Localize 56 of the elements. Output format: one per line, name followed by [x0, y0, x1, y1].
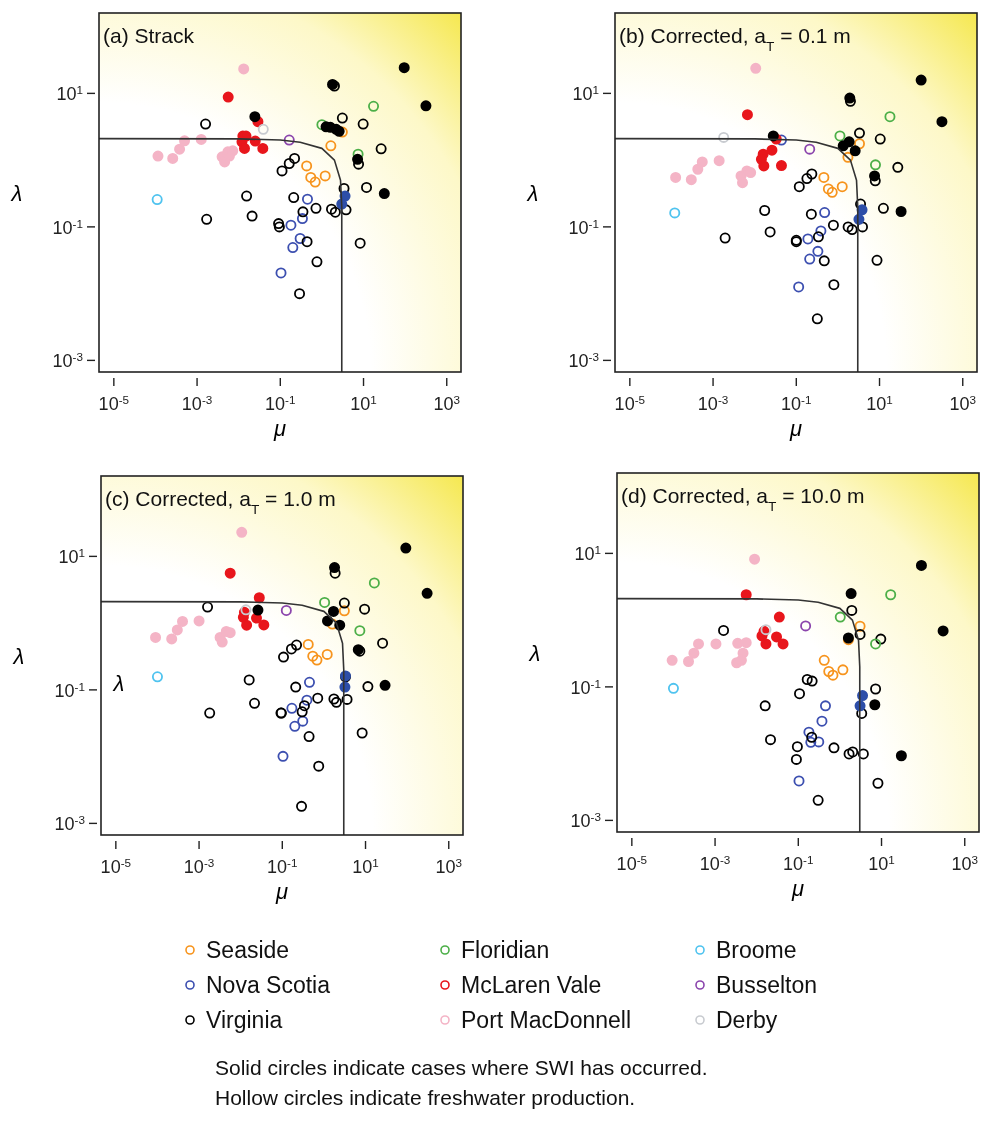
legend-label: McLaren Vale [461, 972, 602, 998]
text: Solid circles indicate cases where SWI has occurred. [215, 1056, 708, 1079]
x-tick-label: 10$^{-3}$ [699, 852, 731, 874]
y-tick-label: 10$^{-1}$ [568, 216, 599, 238]
y-tick-label: 10$^{-3}$ [568, 349, 599, 372]
legend-label: Port MacDonnell [461, 1007, 632, 1033]
x-tick-label: 10$^{-5}$ [100, 855, 132, 877]
x-tick-label: 10$^{1}$ [868, 852, 895, 874]
legend-label: Nova Scotia [206, 972, 331, 998]
y-tick-label: 10$^{-3}$ [52, 349, 83, 372]
y-tick-label: 10$^{-3}$ [54, 812, 85, 835]
text: (b) Corrected, a$_{T}$ = 0.1 m [619, 24, 851, 54]
legend-label: Busselton [716, 972, 818, 998]
y-tick-label: 10$^{-3}$ [570, 809, 601, 832]
x-tick-label: 10$^{1}$ [866, 392, 893, 414]
legend-label: Broome [716, 937, 797, 963]
x-tick-label: 10$^{-1}$ [783, 852, 814, 874]
x-tick-label: 10$^{1}$ [350, 392, 377, 414]
legend-label: Seaside [206, 937, 290, 963]
x-tick-label: 10$^{1}$ [352, 855, 379, 877]
x-tick-label: 10$^{3}$ [433, 392, 461, 414]
y-tick-label: 10$^{-1}$ [52, 216, 83, 238]
x-tick-label: 10$^{3}$ [951, 852, 979, 874]
legend-label: Virginia [206, 1007, 283, 1033]
x-axis-title: μ [790, 876, 805, 901]
x-tick-label: 10$^{-3}$ [183, 855, 215, 877]
x-tick-label: 10$^{-3}$ [697, 392, 729, 414]
text: (d) Corrected, a$_{T}$ = 10.0 m [621, 484, 865, 514]
text: (c) Corrected, a$_{T}$ = 1.0 m [105, 487, 336, 517]
y-axis-title: λ [526, 180, 539, 206]
y-tick-label: 10$^{1}$ [574, 542, 601, 565]
y-axis-title: λ [10, 180, 23, 206]
x-tick-label: 10$^{-1}$ [781, 392, 812, 414]
text: Hollow circles indicate freshwater production. [215, 1086, 636, 1109]
legend-label: Floridian [461, 937, 550, 963]
y-axis-title: λ [528, 640, 541, 666]
x-tick-label: 10$^{-1}$ [267, 855, 298, 877]
y-axis-title: λ [12, 643, 25, 669]
legend-label: Derby [716, 1007, 778, 1033]
y-tick-label: 10$^{1}$ [56, 82, 83, 105]
y-tick-label: 10$^{-1}$ [570, 676, 601, 698]
x-tick-label: 10$^{3}$ [435, 855, 463, 877]
x-tick-label: 10$^{-3}$ [181, 392, 213, 414]
text: (a) Strack [103, 24, 195, 47]
y-tick-label: 10$^{1}$ [572, 82, 599, 105]
x-tick-label: 10$^{-1}$ [265, 392, 296, 414]
x-tick-label: 10$^{-5}$ [614, 392, 646, 414]
x-tick-label: 10$^{-5}$ [98, 392, 130, 414]
x-axis-title: μ [274, 879, 289, 904]
x-axis-title: μ [788, 416, 803, 441]
x-axis-title: μ [272, 416, 287, 441]
y-tick-label: 10$^{-1}$ [54, 679, 85, 701]
y-tick-label: 10$^{1}$ [58, 545, 85, 568]
x-tick-label: 10$^{3}$ [949, 392, 977, 414]
annotation: λ [112, 671, 125, 697]
x-tick-label: 10$^{-5}$ [616, 852, 648, 874]
